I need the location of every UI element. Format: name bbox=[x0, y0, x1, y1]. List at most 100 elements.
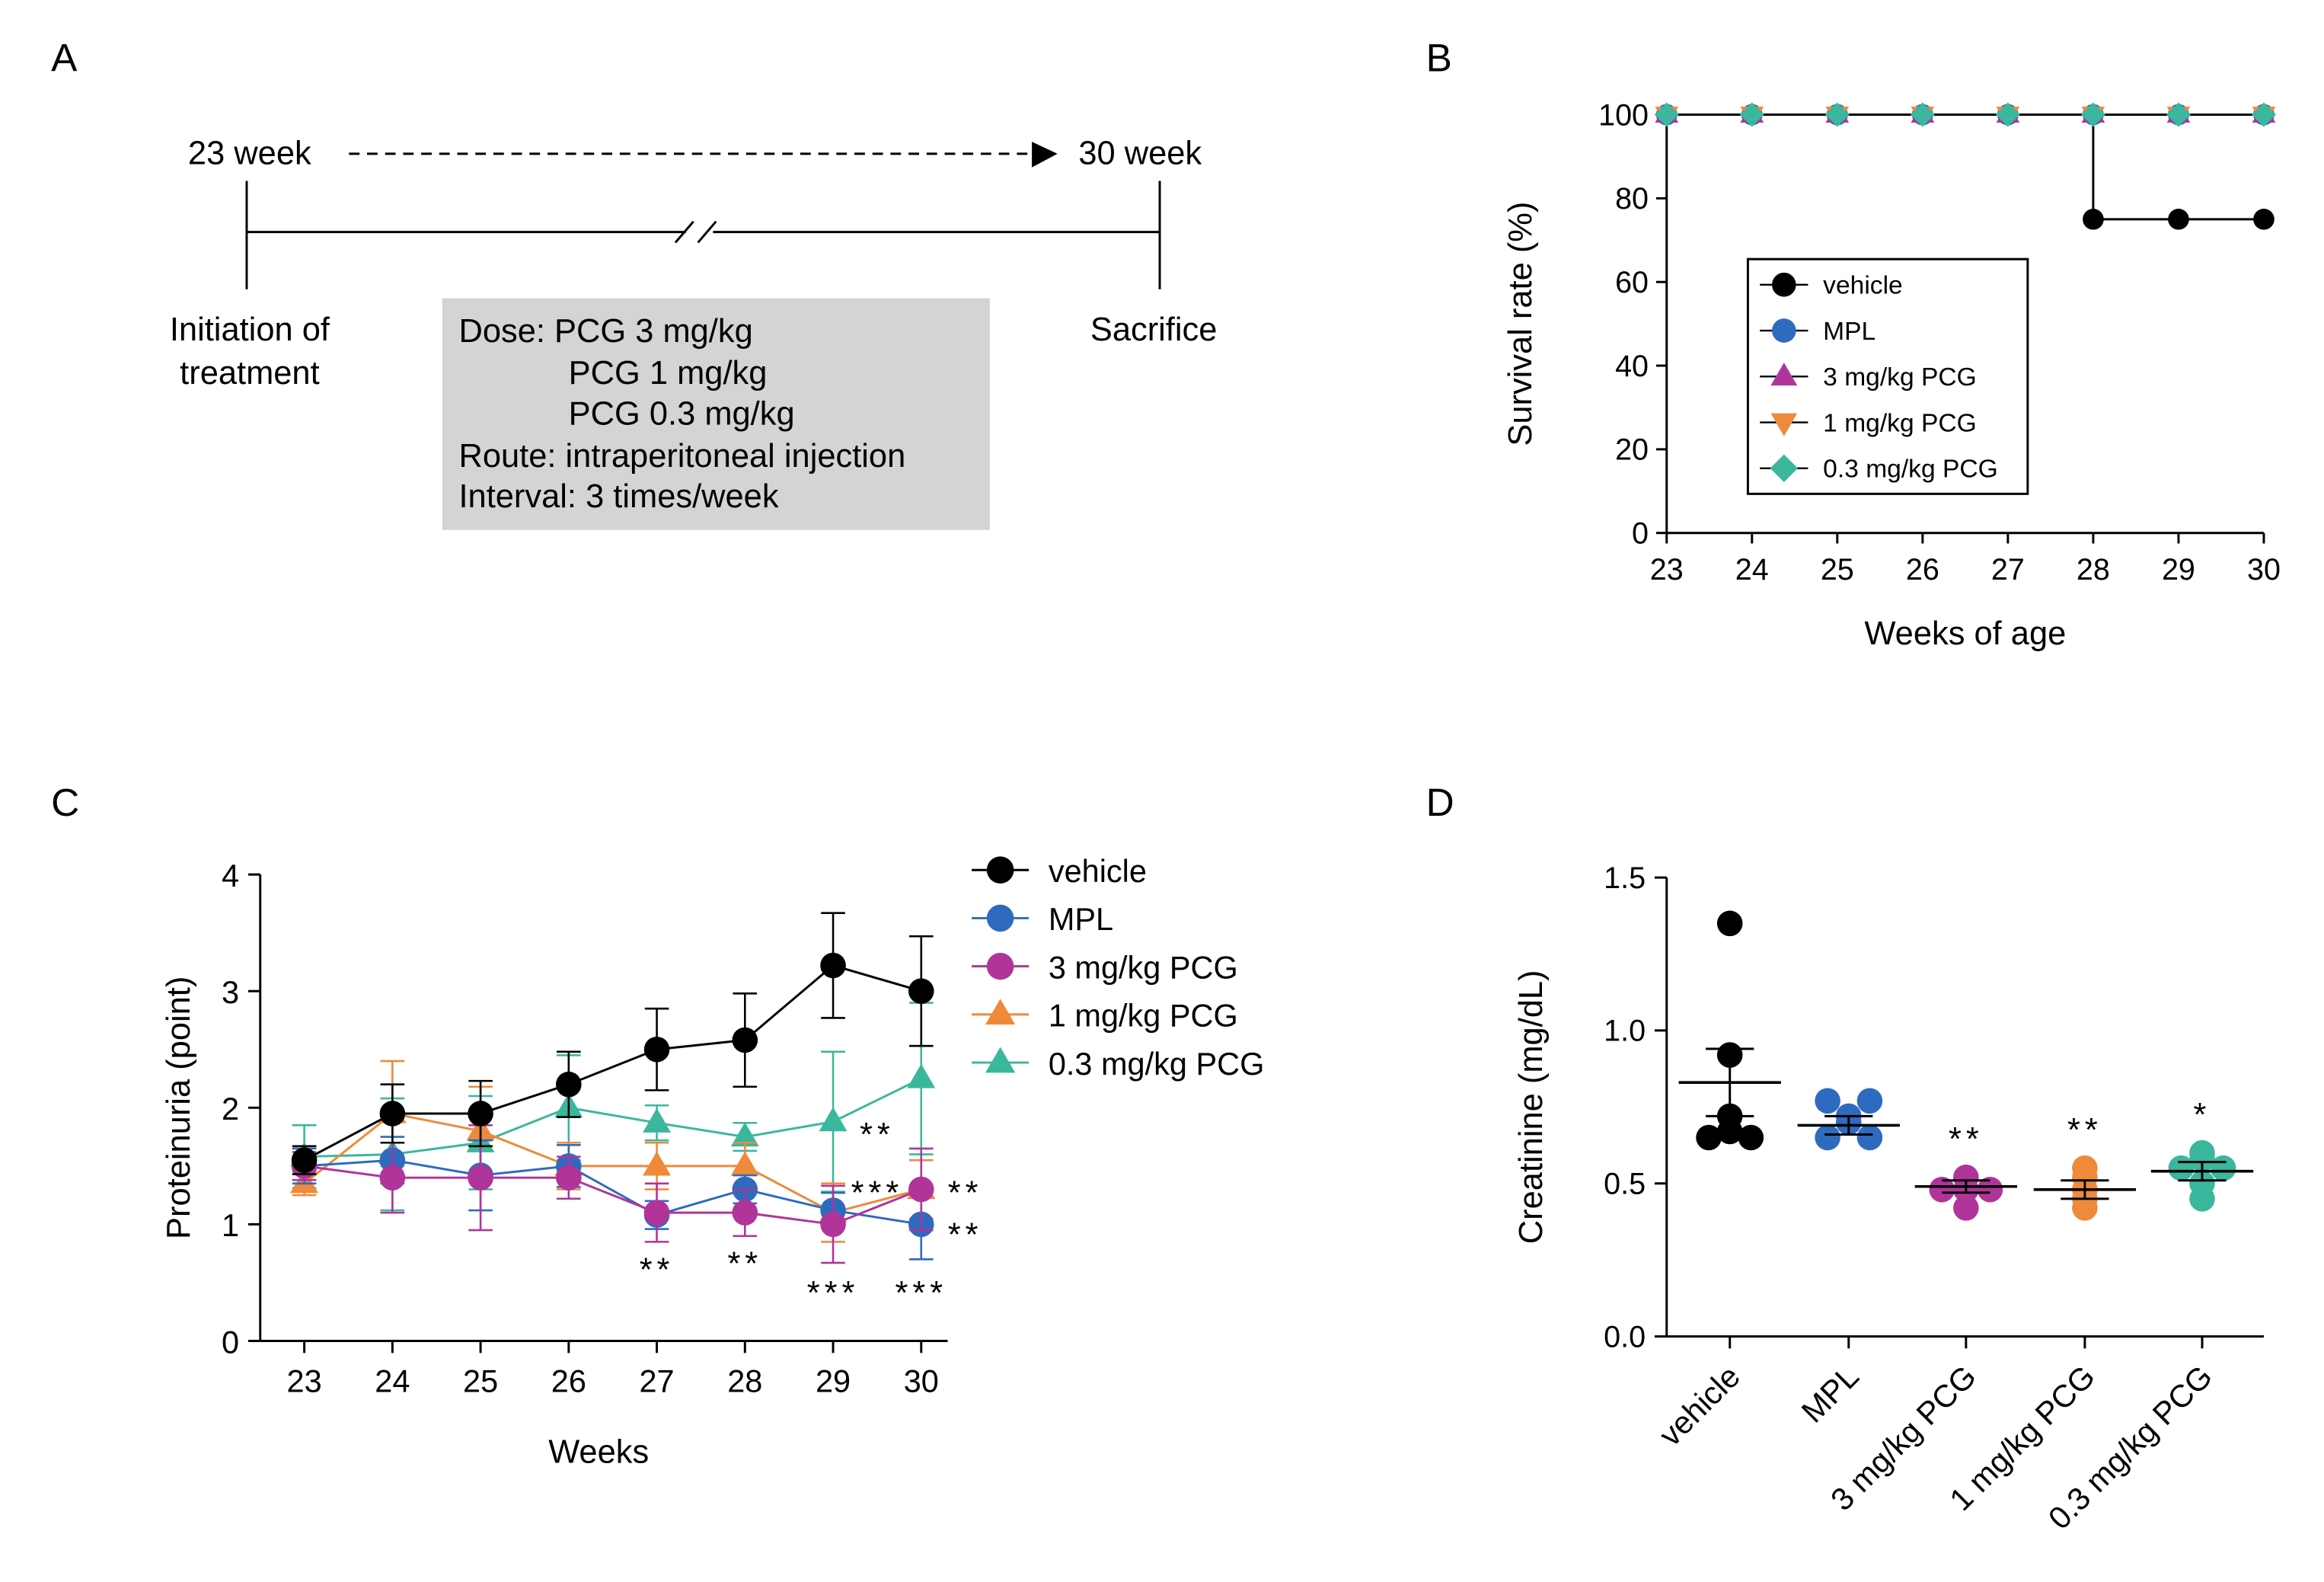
dose-line-1: Dose: PCG 3 mg/kg bbox=[458, 313, 752, 350]
b-point bbox=[2253, 209, 2275, 230]
b-legend-marker bbox=[1770, 363, 1798, 386]
c-point bbox=[643, 1200, 670, 1226]
b-point bbox=[1995, 102, 2020, 127]
b-legend-label: 3 mg/kg PCG bbox=[1823, 363, 1977, 392]
b-x-tick-label: 27 bbox=[1991, 553, 2025, 586]
b-y-tick-label: 40 bbox=[1615, 350, 1649, 383]
c-legend-label: 1 mg/kg PCG bbox=[1049, 998, 1238, 1034]
d-y-tick-label: 0.0 bbox=[1604, 1320, 1646, 1353]
d-y-axis-title: Creatinine (mg/dL) bbox=[1513, 970, 1550, 1244]
d-point bbox=[1738, 1124, 1764, 1151]
c-significance-label: *** bbox=[851, 1175, 904, 1211]
d-point bbox=[2210, 1155, 2236, 1181]
d-y-tick-label: 1.0 bbox=[1604, 1015, 1646, 1048]
c-significance-label: ** bbox=[640, 1251, 675, 1288]
end-caption: Sacrifice bbox=[1090, 312, 1218, 348]
b-series-line-vehicle bbox=[1666, 113, 2264, 221]
c-point bbox=[819, 1107, 848, 1132]
b-legend-label: 0.3 mg/kg PCG bbox=[1823, 455, 1998, 484]
axis-break-mark-1 bbox=[674, 220, 694, 244]
c-point bbox=[908, 978, 934, 1005]
c-significance-label: *** bbox=[895, 1275, 948, 1312]
b-x-tick-label: 29 bbox=[2162, 553, 2195, 586]
d-point bbox=[2189, 1186, 2215, 1212]
b-x-tick-label: 24 bbox=[1735, 553, 1769, 586]
b-legend-label: MPL bbox=[1823, 318, 1875, 346]
d-significance-label: ** bbox=[2067, 1112, 2102, 1149]
b-point bbox=[1824, 102, 1850, 127]
c-legend-label: 3 mg/kg PCG bbox=[1049, 949, 1238, 985]
c-legend-label: vehicle bbox=[1049, 853, 1147, 889]
b-point bbox=[1910, 102, 1935, 127]
d-point bbox=[1977, 1176, 2003, 1203]
c-x-tick-label: 24 bbox=[375, 1363, 410, 1399]
c-point bbox=[820, 1211, 846, 1238]
b-point bbox=[2081, 102, 2105, 127]
c-legend-marker bbox=[986, 904, 1014, 932]
b-x-tick-label: 30 bbox=[2247, 553, 2281, 586]
d-point bbox=[2189, 1146, 2215, 1172]
b-point bbox=[2083, 209, 2104, 230]
d-x-tick-label: vehicle bbox=[1652, 1358, 1747, 1453]
c-x-tick-label: 29 bbox=[816, 1363, 851, 1399]
panel-b-label: B bbox=[1426, 36, 1452, 79]
b-legend-marker bbox=[1772, 318, 1796, 343]
b-x-tick-label: 26 bbox=[1906, 553, 1939, 586]
d-point bbox=[1929, 1176, 1955, 1203]
c-y-tick-label: 4 bbox=[222, 858, 239, 893]
c-significance-label: *** bbox=[807, 1275, 860, 1312]
b-point bbox=[1739, 102, 1764, 127]
c-point bbox=[556, 1071, 582, 1098]
end-week-label: 30 week bbox=[1078, 136, 1202, 172]
b-y-tick-label: 60 bbox=[1615, 266, 1649, 299]
arrow-head-icon bbox=[1032, 142, 1058, 168]
b-x-tick-label: 28 bbox=[2077, 553, 2110, 586]
b-point bbox=[2252, 102, 2276, 127]
c-point bbox=[643, 1107, 672, 1133]
c-point bbox=[379, 1101, 406, 1127]
c-legend-label: 0.3 mg/kg PCG bbox=[1049, 1046, 1264, 1082]
dose-line-3: PCG 0.3 mg/kg bbox=[569, 395, 795, 432]
c-y-tick-label: 1 bbox=[222, 1207, 239, 1243]
c-x-tick-label: 30 bbox=[904, 1363, 939, 1399]
c-legend-marker bbox=[986, 952, 1014, 980]
treatment-box bbox=[442, 298, 990, 530]
c-legend-marker bbox=[986, 856, 1014, 884]
c-point bbox=[908, 1176, 934, 1203]
b-y-tick-label: 20 bbox=[1615, 433, 1649, 467]
c-legend-marker bbox=[985, 1047, 1016, 1073]
axis-break-mark-2 bbox=[697, 220, 717, 244]
d-point bbox=[1716, 1118, 1743, 1145]
c-point bbox=[556, 1165, 582, 1190]
start-caption-line2: treatment bbox=[180, 355, 319, 392]
b-point bbox=[2166, 102, 2191, 127]
c-point bbox=[730, 1122, 759, 1147]
d-point bbox=[2168, 1155, 2195, 1181]
c-point bbox=[820, 952, 846, 979]
c-y-tick-label: 3 bbox=[222, 974, 239, 1010]
d-point bbox=[1856, 1088, 1883, 1114]
interval-line: Interval: 3 times/week bbox=[458, 478, 778, 515]
d-significance-label: * bbox=[2194, 1097, 2211, 1133]
route-line: Route: intraperitoneal injection bbox=[458, 438, 905, 475]
panel-d: D 0.0 0.5 1.0 1.5 Creatinine (mg/dL) vehicle M… bbox=[1426, 781, 2264, 1536]
b-legend-label: vehicle bbox=[1823, 272, 1903, 300]
panel-a-label: A bbox=[51, 36, 78, 79]
b-point bbox=[2168, 209, 2189, 230]
b-legend-label: 1 mg/kg PCG bbox=[1823, 409, 1977, 437]
c-significance-label: ** bbox=[727, 1246, 762, 1283]
c-point bbox=[730, 1151, 759, 1176]
d-point bbox=[2072, 1195, 2098, 1221]
d-point bbox=[1696, 1124, 1722, 1151]
d-point bbox=[1815, 1088, 1840, 1114]
c-y-axis-title: Proteinuria (point) bbox=[161, 976, 197, 1239]
c-legend-label: MPL bbox=[1049, 901, 1113, 937]
c-point bbox=[468, 1101, 493, 1127]
c-series-line bbox=[304, 1165, 922, 1226]
d-point bbox=[1815, 1124, 1840, 1151]
c-legend-marker bbox=[985, 999, 1016, 1025]
c-significance-label: ** bbox=[860, 1117, 895, 1153]
c-series-line bbox=[303, 1112, 922, 1214]
